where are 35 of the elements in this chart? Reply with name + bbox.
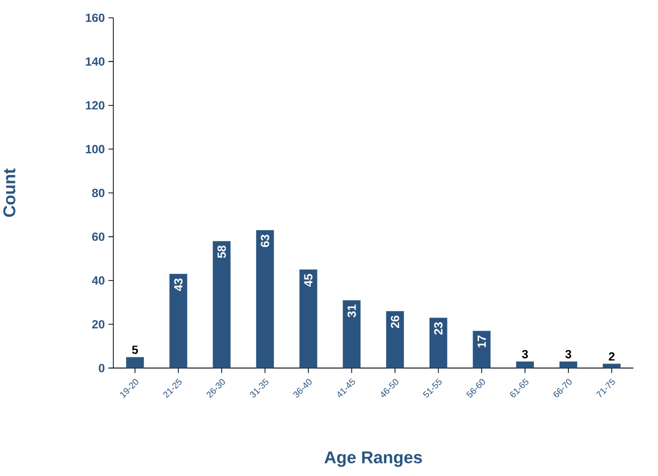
bar <box>559 362 578 368</box>
bar <box>126 357 144 368</box>
bar <box>169 274 188 368</box>
bar <box>299 270 318 368</box>
bar <box>342 300 361 368</box>
y-tick-label: 100 <box>86 145 104 154</box>
data-label: 43 <box>174 278 183 292</box>
data-label: 5 <box>132 346 138 354</box>
y-tick-label: 80 <box>92 188 104 198</box>
bar <box>256 230 274 368</box>
data-label: 26 <box>390 316 400 328</box>
data-label: 45 <box>304 274 312 287</box>
y-tick-label: 20 <box>92 320 104 329</box>
bar <box>386 311 404 368</box>
bar <box>602 364 621 368</box>
bar <box>472 331 491 368</box>
y-tick-label: 120 <box>86 101 104 110</box>
data-label: 17 <box>478 336 486 348</box>
data-label: 3 <box>522 350 528 359</box>
data-label: 23 <box>434 322 443 335</box>
bar <box>516 362 534 368</box>
data-label: 63 <box>260 234 270 248</box>
y-tick-label: 40 <box>92 276 104 285</box>
bar <box>212 241 231 368</box>
y-tick-label: 60 <box>92 232 104 242</box>
bar <box>429 318 448 368</box>
data-label: 2 <box>608 352 615 361</box>
y-tick-label: 140 <box>86 58 104 66</box>
y-tick-label: 160 <box>86 14 104 22</box>
data-label: 58 <box>217 246 226 258</box>
y-axis-title: Count <box>3 168 16 218</box>
data-label: 31 <box>347 304 356 318</box>
x-axis-title: Age Ranges <box>324 452 422 468</box>
data-label: 3 <box>565 350 572 359</box>
y-tick-label: 0 <box>98 364 104 372</box>
